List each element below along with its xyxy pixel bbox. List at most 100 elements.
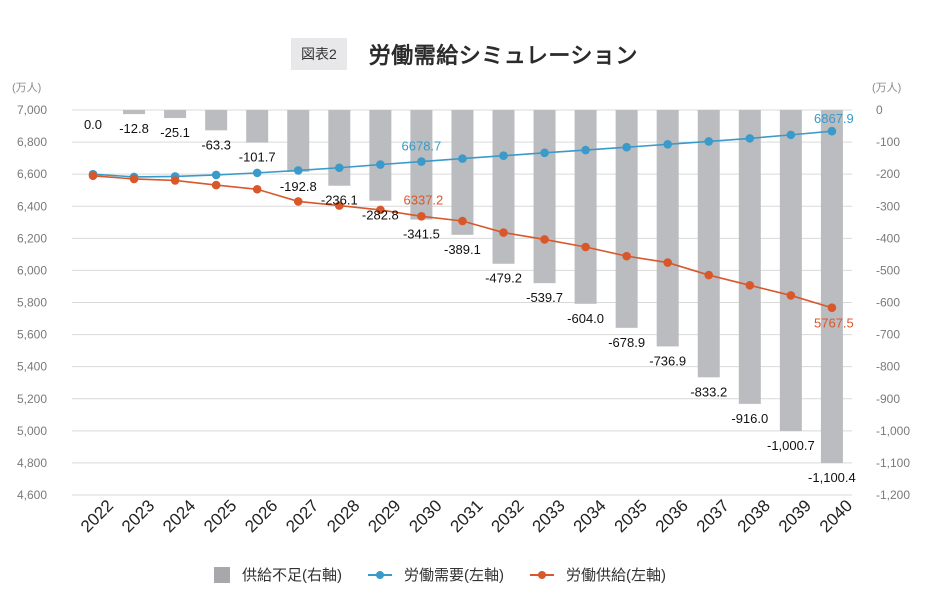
- x-tick-label: 2028: [323, 496, 363, 536]
- right-tick-label: -1,000: [876, 424, 910, 438]
- line-point: [622, 251, 631, 261]
- x-tick-label: 2034: [570, 496, 610, 536]
- lines: [88, 126, 837, 313]
- left-tick-label: 6,200: [17, 231, 47, 245]
- bar-value-label: -25.1: [160, 125, 190, 140]
- line-point: [540, 235, 549, 244]
- bar: [574, 110, 597, 304]
- bar: [164, 110, 187, 119]
- legend-label: 労働供給(左軸): [566, 567, 666, 584]
- left-tick-label: 6,400: [17, 199, 47, 213]
- x-tick-label: 2037: [693, 496, 733, 536]
- legend-item-shortage: 供給不足(右軸): [214, 564, 342, 585]
- bar-value-label: -389.1: [444, 242, 481, 257]
- x-tick-label: 2029: [364, 496, 404, 536]
- left-tick-label: 5,600: [17, 328, 47, 342]
- line-point: [458, 216, 467, 226]
- x-tick-label: 2033: [529, 496, 569, 536]
- line-point: [827, 126, 837, 136]
- bar: [697, 110, 720, 378]
- line-point: [663, 140, 672, 149]
- bar-value-label: -479.2: [485, 271, 522, 286]
- x-tick-label: 2040: [816, 496, 856, 536]
- line-point: [786, 130, 796, 140]
- left-tick-label: 5,400: [17, 360, 47, 374]
- line-point: [581, 242, 590, 252]
- bar-value-label: -341.5: [403, 227, 440, 242]
- bar-value-label: -1,000.7: [767, 438, 815, 453]
- x-tick-label: 2027: [282, 496, 322, 536]
- line-point: [663, 258, 672, 267]
- bar-swatch-icon: [214, 566, 230, 583]
- right-tick-label: -200: [876, 167, 900, 181]
- demand-value-label: 6678.7: [402, 139, 442, 154]
- bar-value-label: -63.3: [201, 137, 231, 152]
- line-point: [293, 166, 303, 175]
- data-labels: 0.0 -12.8 -25.1 -63.3 -101.7 -192.8 -236.1 -282…: [84, 111, 856, 485]
- bars: [123, 110, 843, 464]
- x-tick-label: 2022: [77, 496, 117, 536]
- right-tick-label: 0: [876, 103, 883, 117]
- line-point: [745, 134, 755, 143]
- right-tick-label: -300: [876, 199, 900, 213]
- left-tick-label: 5,800: [17, 296, 47, 310]
- bar: [656, 110, 679, 347]
- line-point: [499, 228, 508, 237]
- left-tick-label: 5,200: [17, 392, 47, 406]
- left-tick-label: 6,800: [17, 135, 47, 149]
- legend-label: 労働需要(左軸): [404, 567, 504, 584]
- bar-value-label: -539.7: [526, 290, 563, 305]
- line-point: [827, 303, 837, 313]
- bar-value-label: -192.8: [280, 179, 317, 194]
- left-axis-unit: (万人): [12, 81, 41, 94]
- line-point: [417, 212, 426, 221]
- x-tick-label: 2039: [775, 496, 815, 536]
- left-tick-label: 7,000: [17, 103, 47, 117]
- bar: [369, 110, 392, 201]
- bar: [820, 110, 843, 464]
- right-tick-label: -900: [876, 392, 900, 406]
- right-tick-label: -500: [876, 263, 900, 277]
- left-tick-label: 4,600: [17, 488, 47, 502]
- line-point: [581, 145, 590, 155]
- right-tick-label: -400: [876, 231, 900, 245]
- line-point: [252, 168, 262, 178]
- bar-value-label: -916.0: [731, 411, 768, 426]
- right-tick-label: -600: [876, 296, 900, 310]
- x-tick-label: 2032: [488, 496, 528, 536]
- bar-value-label: -604.0: [567, 311, 604, 326]
- bar-value-label: -736.9: [649, 353, 686, 368]
- line-point: [499, 151, 508, 161]
- right-axis: 0 -100 -200 -300 -400 -500 -600 -700 -800 -900 -1,…: [872, 81, 910, 502]
- bar-value-label: -678.9: [608, 335, 645, 350]
- supply-value-label: 5767.5: [814, 316, 854, 331]
- legend-item-demand: 労働需要(左軸): [368, 564, 504, 585]
- figure-badge: 図表2: [291, 38, 347, 70]
- line-point: [704, 137, 714, 146]
- line-point: [211, 180, 221, 190]
- left-tick-label: 6,600: [17, 167, 47, 181]
- line-point: [129, 174, 139, 184]
- bar-value-label: -101.7: [239, 150, 276, 165]
- line-point: [622, 142, 631, 152]
- left-tick-label: 5,000: [17, 424, 47, 438]
- line-point: [786, 291, 796, 300]
- bar-value-label: -282.8: [362, 208, 399, 223]
- legend-label: 供給不足(右軸): [242, 567, 342, 584]
- bar-value-label: -833.2: [690, 384, 727, 399]
- left-tick-label: 4,800: [17, 456, 47, 470]
- line-point: [170, 176, 180, 185]
- x-tick-label: 2024: [159, 496, 199, 536]
- line-point: [252, 184, 262, 194]
- left-tick-label: 6,000: [17, 263, 47, 277]
- line-point: [417, 157, 426, 166]
- x-tick-label: 2026: [241, 496, 281, 536]
- legend-item-supply: 労働供給(左軸): [530, 564, 666, 585]
- bar: [205, 110, 228, 131]
- x-tick-label: 2030: [405, 496, 445, 536]
- right-tick-label: -100: [876, 135, 900, 149]
- legend: 供給不足(右軸) 労働需要(左軸) 労働供給(左軸): [214, 564, 692, 585]
- line-point: [704, 270, 714, 280]
- bar: [328, 110, 351, 186]
